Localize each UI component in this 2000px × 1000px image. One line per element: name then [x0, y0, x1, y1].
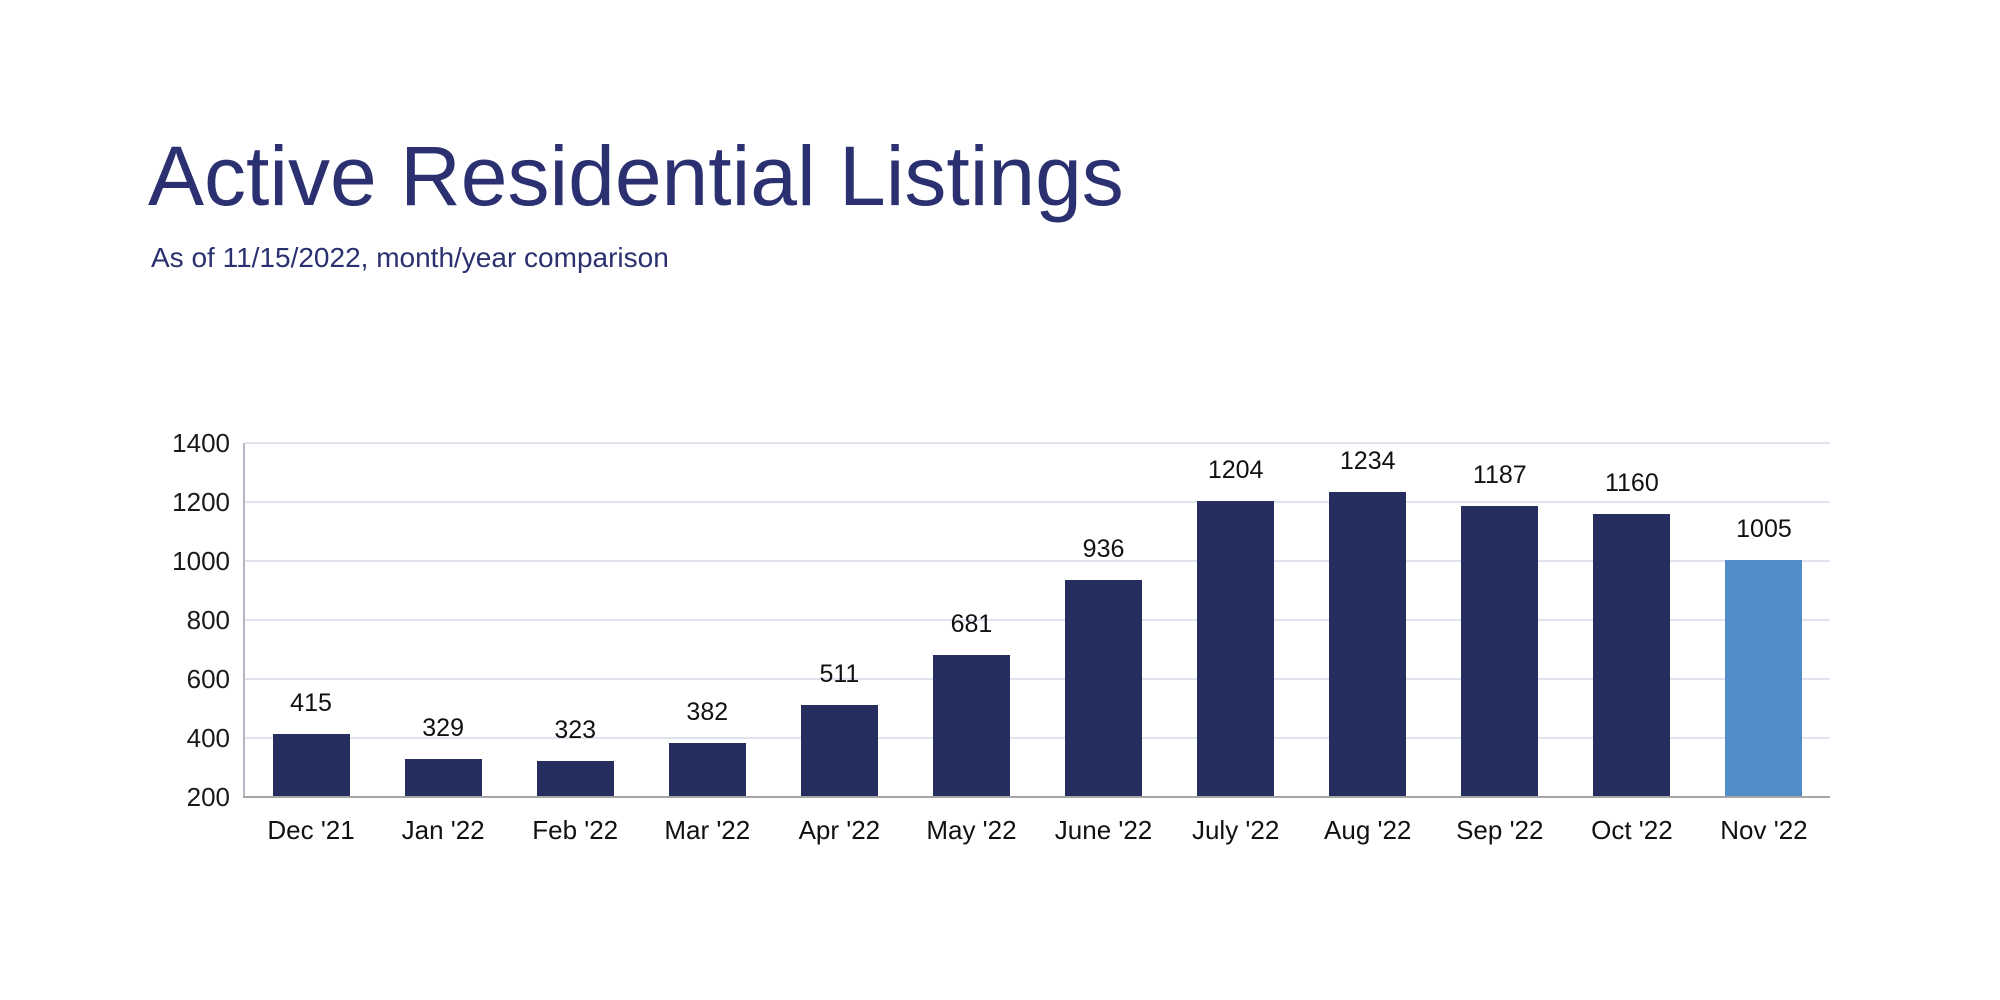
- bar-jan-22: [404, 758, 482, 796]
- bar-value-label: 936: [1082, 534, 1125, 563]
- y-tick-label: 600: [186, 664, 230, 694]
- bar-value-label: 329: [422, 713, 464, 742]
- gridline-400: [245, 737, 1830, 739]
- y-axis-line: [243, 443, 245, 797]
- bar-sep-22: [1461, 505, 1539, 796]
- bar-value-label: 323: [554, 715, 597, 744]
- y-tick-label: 400: [186, 723, 230, 753]
- gridline-1000: [245, 560, 1830, 562]
- bar-value-label: 415: [290, 688, 332, 717]
- bar-value-label: 382: [686, 698, 729, 727]
- bar-mar-22: [668, 743, 746, 796]
- x-tick-label: Jan '22: [401, 815, 485, 845]
- page-subtitle: As of 11/15/2022, month/year comparison: [151, 242, 669, 273]
- bar-value-label: 1005: [1736, 514, 1792, 543]
- x-tick-label: Oct '22: [1591, 815, 1673, 845]
- bar-value-label: 1234: [1339, 446, 1396, 475]
- bar-value-label: 1187: [1472, 460, 1527, 489]
- x-tick-label: Apr '22: [798, 815, 881, 845]
- x-tick-label: Sep '22: [1456, 815, 1544, 845]
- bar-july-22: [1197, 500, 1275, 796]
- y-tick-label: 1200: [172, 487, 230, 517]
- bar-nov-22: [1725, 559, 1803, 796]
- bar-value-label: 681: [950, 610, 993, 639]
- bar-dec-21: [272, 733, 350, 796]
- gridline-800: [245, 619, 1830, 621]
- x-tick-label: Dec '21: [267, 815, 355, 845]
- y-tick-label: 800: [186, 605, 230, 635]
- x-tick-label: Nov '22: [1720, 815, 1808, 845]
- gridline-600: [245, 678, 1830, 680]
- bar-oct-22: [1593, 513, 1671, 796]
- bar-feb-22: [536, 760, 614, 796]
- x-axis-line: [243, 796, 1830, 798]
- gridline-1400: [245, 442, 1830, 444]
- bar-apr-22: [800, 705, 878, 796]
- y-tick-label: 1400: [172, 428, 230, 458]
- x-tick-label: Mar '22: [664, 815, 751, 845]
- x-tick-label: May '22: [926, 815, 1017, 845]
- bar-june-22: [1065, 579, 1143, 796]
- bar-may-22: [932, 655, 1010, 796]
- page-title: Active Residential Listings: [148, 129, 1124, 223]
- x-tick-label: July '22: [1191, 815, 1280, 845]
- bar-value-label: 511: [819, 660, 860, 689]
- x-tick-label: Feb '22: [532, 815, 619, 845]
- bar-value-label: 1160: [1604, 468, 1659, 497]
- y-tick-label: 1000: [172, 546, 230, 576]
- x-tick-label: June '22: [1054, 815, 1153, 845]
- bar-aug-22: [1329, 491, 1407, 796]
- gridline-1200: [245, 501, 1830, 503]
- x-tick-label: Aug '22: [1324, 815, 1412, 845]
- y-tick-label: 200: [186, 782, 230, 812]
- bar-value-label: 1204: [1207, 455, 1264, 484]
